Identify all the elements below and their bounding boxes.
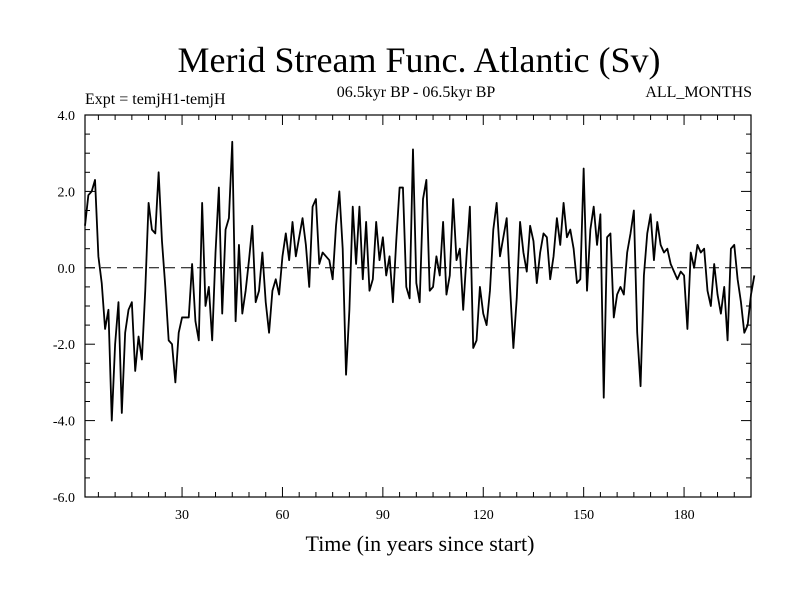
chart-subtitle: 06.5kyr BP - 06.5kyr BP (337, 84, 496, 101)
months-label: ALL_MONTHS (645, 84, 752, 101)
series-line (84, 140, 756, 422)
x-tick-label: 30 (175, 508, 189, 523)
x-tick-label: 180 (674, 508, 695, 523)
x-tick-label: 120 (473, 508, 494, 523)
x-tick-label: 150 (573, 508, 594, 523)
chart-title: Merid Stream Func. Atlantic (Sv) (178, 40, 661, 80)
plot-frame (84, 114, 752, 498)
y-tick-label: 2.0 (58, 185, 76, 200)
x-tick-label: 60 (275, 508, 289, 523)
y-tick-label: -6.0 (53, 491, 75, 506)
y-tick-label: 4.0 (58, 109, 76, 124)
x-axis-label: Time (in years since start) (306, 531, 535, 556)
y-tick-label: 0.0 (58, 262, 76, 277)
y-tick-label: -4.0 (53, 415, 75, 430)
x-tick-label: 90 (376, 508, 390, 523)
y-tick-label: -2.0 (53, 338, 75, 353)
experiment-label: Expt = temjH1-temjH (85, 91, 226, 108)
